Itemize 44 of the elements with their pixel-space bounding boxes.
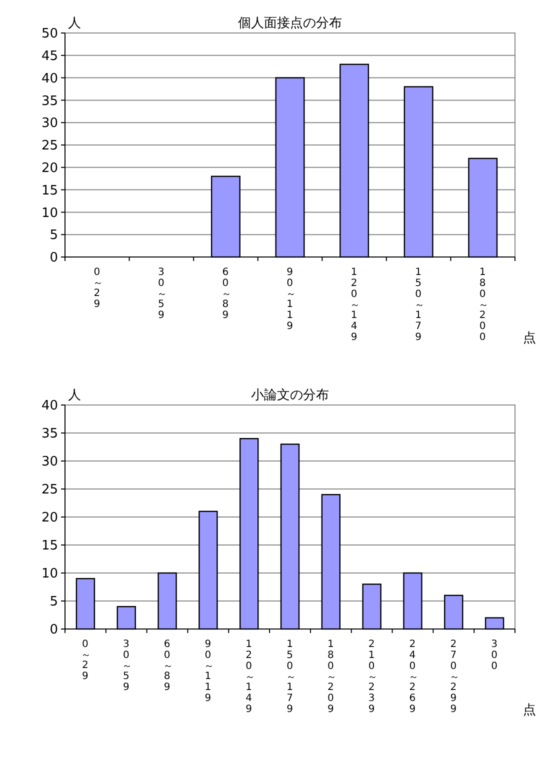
x-tick-label: 150～179	[412, 267, 424, 343]
x-tick-label: 270～299	[448, 639, 459, 715]
x-tick-label: 90～119	[284, 267, 296, 332]
x-tick-label: 0～29	[91, 267, 102, 310]
y-tick-label: 40	[41, 398, 58, 414]
y-tick-label: 25	[41, 482, 58, 498]
chart-title: 小論文の分布	[251, 388, 329, 403]
x-tick-label: 210～239	[366, 639, 378, 715]
x-tick-label: 180～209	[325, 639, 336, 715]
x-tick-label: 60～89	[162, 639, 173, 693]
x-tick-label: 60～89	[220, 267, 231, 321]
y-tick-label: 35	[41, 94, 58, 109]
chart-title: 個人面接点の分布	[238, 16, 342, 31]
y-axis-title: 人	[68, 16, 81, 31]
y-axis-title: 人	[68, 388, 81, 403]
y-tick-label: 35	[41, 426, 58, 442]
x-axis-title: 点	[523, 331, 536, 346]
x-tick-label: 180～200	[477, 267, 488, 343]
x-tick-label: 0～29	[80, 639, 91, 682]
x-tick-label: 30～59	[120, 639, 132, 693]
y-tick-label: 40	[41, 71, 58, 86]
y-tick-label: 10	[41, 566, 58, 582]
y-tick-label: 20	[41, 510, 58, 526]
x-tick-label: 120～149	[243, 639, 254, 715]
x-tick-label: 90～119	[202, 639, 214, 704]
y-tick-label: 20	[41, 160, 58, 176]
x-tick-label: 120～149	[348, 267, 360, 343]
x-tick-label: 30～59	[156, 267, 167, 321]
y-tick-label: 45	[41, 48, 58, 64]
y-tick-label: 5	[50, 594, 58, 610]
x-tick-label: 150～179	[284, 639, 296, 715]
y-tick-label: 5	[50, 228, 58, 244]
y-tick-label: 50	[41, 26, 58, 42]
y-tick-label: 15	[41, 538, 58, 554]
y-tick-label: 10	[41, 206, 58, 221]
y-tick-label: 25	[41, 138, 58, 154]
y-tick-label: 30	[41, 116, 58, 132]
y-tick-label: 30	[41, 454, 58, 470]
y-tick-label: 0	[50, 250, 58, 266]
x-tick-label: 240～269	[406, 639, 418, 715]
x-tick-label: 300	[488, 639, 500, 672]
x-axis-title: 点	[523, 703, 536, 718]
y-tick-label: 15	[41, 183, 58, 198]
y-tick-label: 0	[50, 622, 58, 638]
